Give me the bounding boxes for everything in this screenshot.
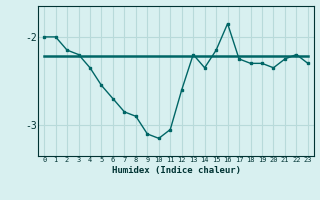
X-axis label: Humidex (Indice chaleur): Humidex (Indice chaleur) (111, 166, 241, 175)
